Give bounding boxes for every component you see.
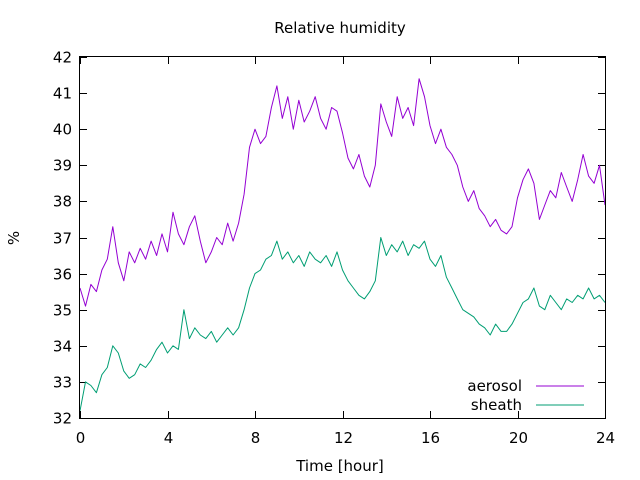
legend-label-aerosol: aerosol	[467, 377, 522, 395]
y-tick-label: 36	[53, 266, 72, 284]
y-tick-label: 41	[53, 85, 72, 103]
x-tick-label: 0	[76, 429, 86, 447]
y-tick-label: 32	[53, 410, 72, 428]
y-tick-label: 35	[53, 302, 72, 320]
y-tick-label: 42	[53, 49, 72, 67]
x-tick-label: 8	[251, 429, 261, 447]
series-line-sheath	[79, 237, 606, 411]
legend-label-sheath: sheath	[471, 396, 522, 414]
x-tick-label: 12	[334, 429, 353, 447]
y-tick-label: 40	[53, 121, 72, 139]
y-tick-label: 39	[53, 157, 72, 175]
x-tick-label: 16	[421, 429, 440, 447]
x-tick-label: 20	[509, 429, 528, 447]
y-axis-label: %	[5, 231, 23, 245]
x-tick-label: 24	[596, 429, 615, 447]
y-tick-label: 38	[53, 193, 72, 211]
y-axis-ticks: 32 33 34 35 36 37 38 39 40 41 42	[53, 49, 605, 428]
y-tick-label: 33	[53, 374, 72, 392]
x-tick-label: 4	[164, 429, 174, 447]
y-tick-label: 34	[53, 338, 72, 356]
x-axis-ticks: 0 4 8 12 16 20 24	[76, 57, 615, 447]
chart-title: Relative humidity	[274, 19, 406, 37]
x-axis-label: Time [hour]	[295, 457, 384, 475]
series-layer	[79, 78, 606, 411]
y-tick-label: 37	[53, 230, 72, 248]
plot-frame	[79, 56, 606, 419]
series-line-aerosol	[79, 78, 606, 307]
